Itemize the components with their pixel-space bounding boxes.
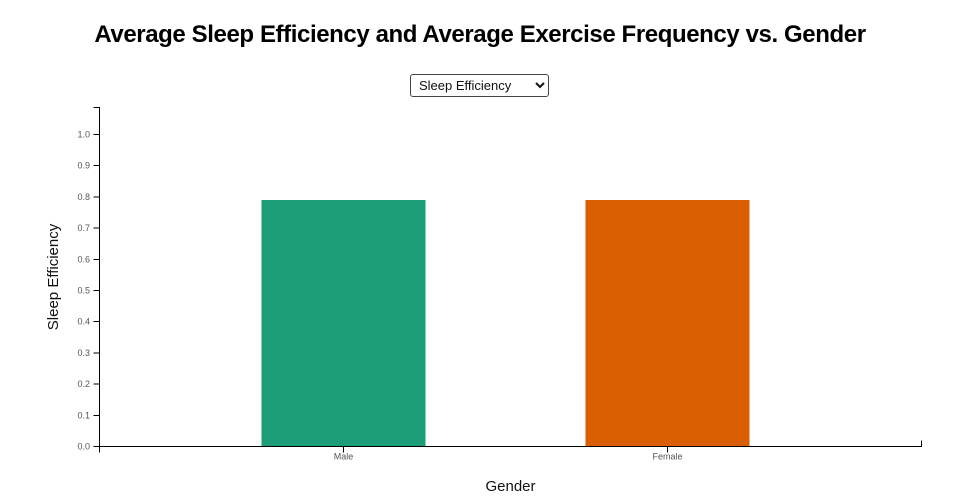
y-tick-label: 0.7: [77, 223, 90, 233]
y-tick-label: 0.0: [77, 442, 90, 452]
x-tick-label: Male: [334, 452, 354, 462]
x-tick-label: Female: [652, 452, 682, 462]
chart-title: Average Sleep Efficiency and Average Exe…: [94, 21, 866, 48]
x-axis-title: Gender: [485, 478, 535, 495]
y-axis-line: [93, 107, 100, 447]
y-tick-label: 1.0: [77, 130, 90, 140]
y-tick-label: 0.6: [77, 254, 90, 264]
y-tick-label: 0.2: [77, 379, 90, 389]
bar-male[interactable]: [261, 200, 426, 447]
bar-female[interactable]: [585, 200, 750, 447]
y-tick-label: 0.9: [77, 161, 90, 171]
y-axis-title: Sleep Efficiency: [45, 223, 62, 330]
y-tick-label: 0.4: [77, 317, 90, 327]
y-tick-label: 0.5: [77, 286, 90, 296]
metric-select[interactable]: Sleep Efficiency: [410, 74, 549, 97]
x-axis-line: [99, 440, 922, 453]
y-tick-label: 0.3: [77, 348, 90, 358]
y-tick-label: 0.8: [77, 192, 90, 202]
y-tick-label: 0.1: [77, 410, 90, 420]
